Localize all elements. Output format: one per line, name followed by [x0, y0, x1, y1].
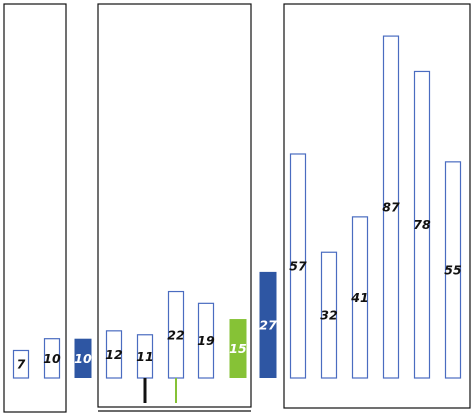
bar-13: [382, 35, 400, 379]
bar-12-value-label: 41: [350, 290, 368, 305]
bar-2: [43, 338, 61, 379]
bar-15-value-label: 55: [444, 262, 462, 277]
bar-5-value-label: 11: [136, 349, 153, 364]
group-frame-right: [283, 3, 471, 409]
bar-7: [197, 302, 215, 379]
bar-3-value-label: 10: [74, 351, 92, 366]
bar-4-value-label: 12: [105, 347, 122, 362]
bar-8-value-label: 15: [229, 341, 247, 356]
group-frame-middle: [97, 3, 252, 408]
bar-3: [74, 338, 92, 378]
bar-10: [289, 153, 307, 379]
bar-6-value-label: 22: [167, 327, 184, 342]
bar-4: [105, 330, 123, 379]
bar-11-value-label: 32: [320, 308, 337, 323]
bar-8: [229, 319, 247, 378]
bar-7-value-label: 19: [197, 333, 215, 348]
bar-9: [259, 271, 277, 378]
bar-2-value-label: 10: [43, 351, 61, 366]
bar-14-value-label: 78: [413, 217, 431, 232]
bar-14: [413, 70, 431, 379]
group-frame-left: [3, 3, 67, 413]
bar-12: [351, 216, 369, 379]
bar-11: [320, 251, 338, 379]
bar-10-value-label: 57: [289, 258, 307, 273]
bar-1: [12, 349, 30, 379]
bar-1-value-label: 7: [17, 357, 26, 372]
bar-9-value-label: 27: [259, 317, 277, 332]
bar-13-value-label: 87: [382, 200, 400, 215]
bar-15: [444, 161, 462, 379]
